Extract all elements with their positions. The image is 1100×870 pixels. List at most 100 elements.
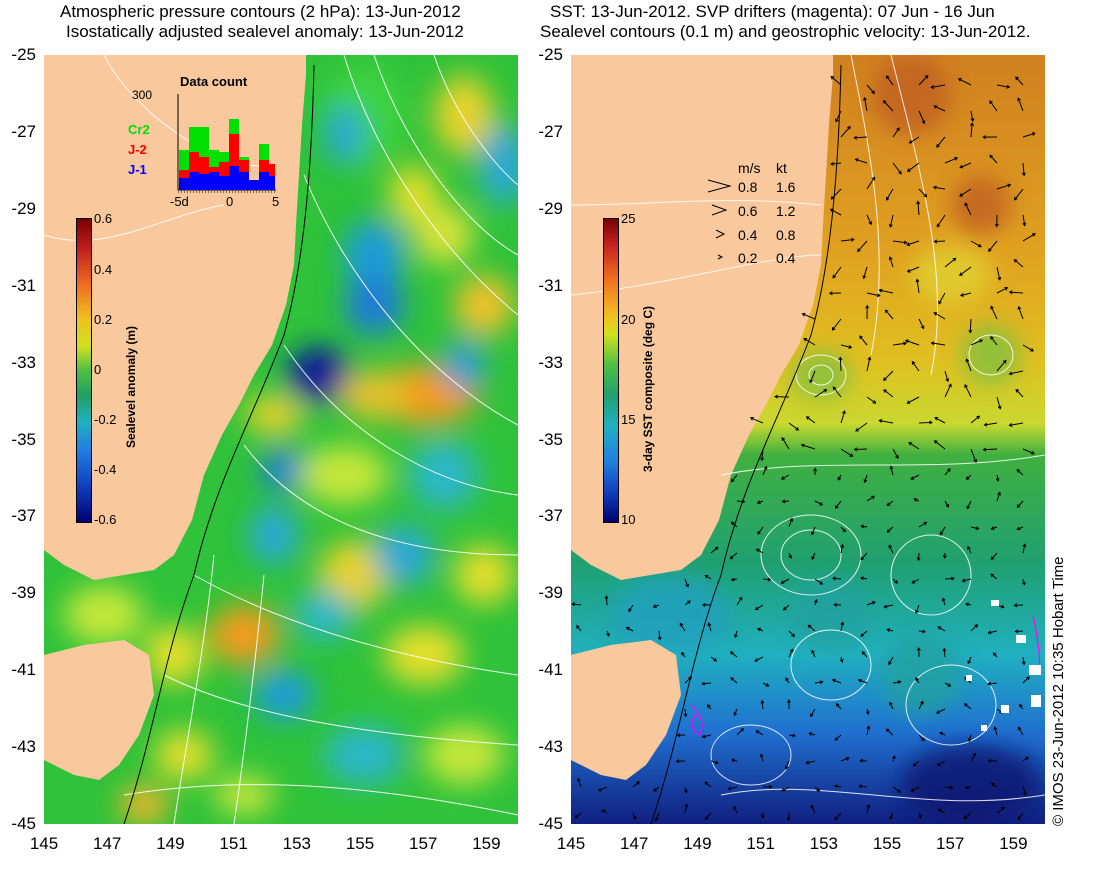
velocity-arrow [736, 500, 745, 503]
velocity-arrow [916, 279, 920, 294]
velocity-arrowhead [906, 269, 911, 273]
velocity-arrow [944, 577, 954, 580]
velocity-arrowhead [714, 760, 719, 765]
velocity-arrowhead [733, 805, 737, 810]
velocity-arrowhead [791, 633, 795, 638]
velocity-arrow [788, 630, 795, 637]
velocity-arrow [830, 76, 842, 86]
longitude-tick: 155 [345, 834, 375, 853]
velocity-arrowhead [866, 725, 871, 730]
anomaly-cb-tick: -0.6 [94, 512, 117, 527]
velocity-arrowhead [865, 304, 870, 309]
velocity-arrowhead [959, 272, 963, 276]
velocity-arrow [834, 812, 842, 821]
latitude-tick: -35 [11, 429, 36, 449]
velocity-legend-kt: 0.8 [776, 227, 796, 243]
velocity-arrowhead [786, 817, 791, 821]
velocity-arrow [757, 526, 764, 535]
velocity-arrow [934, 440, 946, 450]
velocity-arrowhead [993, 726, 998, 731]
velocity-arrowhead [906, 168, 911, 172]
velocity-arrow [917, 201, 920, 216]
longitude-tick: 153 [282, 834, 311, 853]
velocity-arrowhead [853, 135, 858, 140]
velocity-arrow [832, 679, 842, 684]
velocity-arrow [991, 782, 998, 788]
velocity-arrow [887, 629, 894, 632]
velocity-arrow [944, 258, 956, 268]
velocity-arrow [889, 812, 894, 820]
velocity-arrow [1022, 656, 1025, 665]
velocity-arrow [811, 650, 816, 658]
longitude-tick: 159 [472, 834, 501, 853]
velocity-arrow [970, 526, 979, 530]
velocity-arrowhead [859, 335, 863, 340]
velocity-arrow [963, 812, 972, 819]
velocity-arrowhead [807, 624, 812, 629]
velocity-arrows [571, 74, 1036, 822]
velocity-arrowhead [653, 787, 658, 792]
anomaly-cb-tick: 0.4 [94, 262, 113, 277]
velocity-arrowhead [781, 436, 786, 441]
velocity-arrowhead [920, 325, 925, 330]
velocity-arrow [801, 444, 816, 450]
velocity-arrowhead [994, 223, 999, 228]
velocity-arrowhead [889, 701, 893, 706]
velocity-arrowhead [908, 442, 913, 446]
velocity-arrow [892, 240, 907, 244]
longitude-tick: 145 [29, 834, 59, 853]
velocity-arrow [781, 578, 790, 584]
velocity-arrow [705, 575, 712, 580]
velocity-arrow [866, 292, 880, 297]
velocity-arrow [937, 760, 946, 766]
velocity-arrow [964, 703, 972, 710]
velocity-arrowhead [871, 90, 875, 95]
velocity-arrow [888, 656, 894, 665]
velocity-arrow [944, 786, 953, 789]
velocity-arrow [781, 786, 790, 792]
velocity-arrowhead [857, 678, 862, 683]
velocity-arrowhead [800, 443, 805, 448]
latitude-tick: -39 [538, 583, 563, 603]
velocity-arrow [970, 240, 982, 248]
velocity-arrowhead [967, 738, 972, 743]
velocity-arrowhead [681, 651, 685, 656]
velocity-arrowhead [1019, 703, 1023, 708]
velocity-arrowhead [706, 704, 711, 708]
velocity-arrowhead [830, 161, 834, 166]
velocity-arrow [996, 807, 1005, 814]
velocity-arrow [883, 389, 894, 398]
velocity-arrow [883, 100, 894, 112]
velocity-arrow [969, 318, 972, 333]
velocity-arrowhead [688, 676, 693, 681]
velocity-arrow [1022, 214, 1026, 226]
velocity-arrowhead [1021, 172, 1026, 177]
velocity-arrow [1022, 756, 1029, 762]
velocity-arrowhead [1000, 604, 1005, 609]
velocity-arrow [964, 384, 972, 398]
velocity-arrowhead [780, 580, 785, 584]
velocity-arrow [810, 805, 816, 814]
velocity-arrowhead [1008, 290, 1013, 295]
anomaly-cb-tick: -0.2 [94, 412, 117, 427]
velocity-arrow [918, 318, 925, 329]
velocity-arrow [814, 681, 823, 684]
velocity-arrowhead [759, 753, 764, 758]
velocity-arrowhead [849, 453, 854, 457]
velocity-arrow [907, 396, 920, 404]
velocity-arrowhead [954, 156, 959, 161]
velocity-arrow [577, 778, 582, 788]
velocity-arrow [907, 162, 920, 172]
velocity-arrow [996, 266, 1001, 280]
velocity-arrow [1009, 422, 1024, 426]
velocity-arrow [910, 474, 920, 480]
histogram-ymax: 300 [132, 88, 153, 102]
land-tasmania [571, 640, 681, 780]
velocity-arrow [1017, 812, 1024, 820]
velocity-arrow [840, 544, 844, 554]
longitude-tick: 157 [936, 834, 965, 853]
velocity-arrowhead [727, 786, 732, 791]
velocity-arrow [788, 422, 799, 431]
velocity-arrowhead [1017, 305, 1022, 310]
velocity-arrow [760, 754, 764, 762]
